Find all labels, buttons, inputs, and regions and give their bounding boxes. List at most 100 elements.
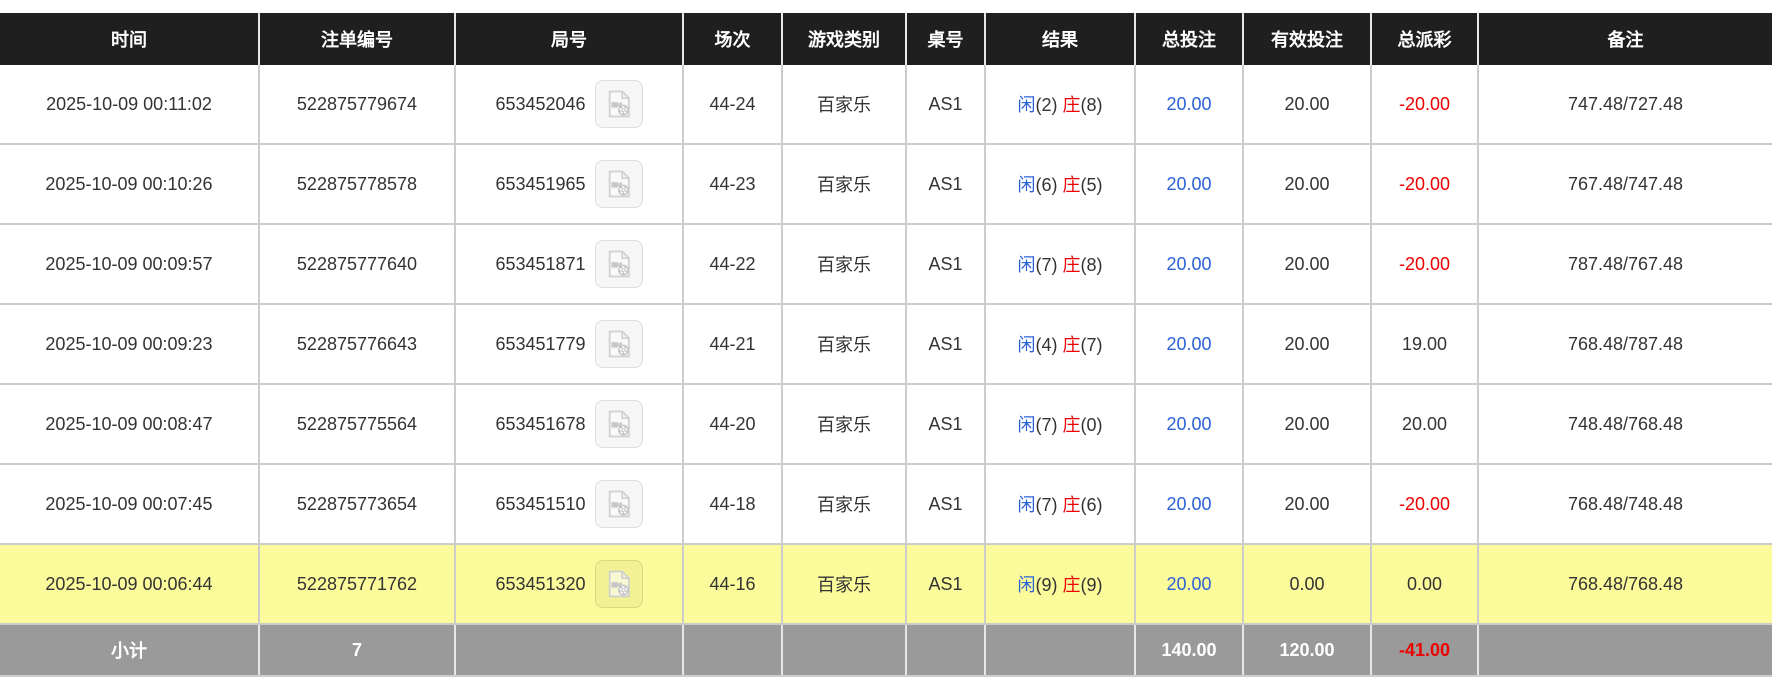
result-banker-label: 庄 xyxy=(1062,415,1081,435)
cell-result: 闲(9) 庄(9) xyxy=(985,543,1136,624)
result-banker-score: (5) xyxy=(1080,175,1103,195)
cell-total-bet[interactable]: 20.00 xyxy=(1135,143,1244,224)
subtotal-payout: -41.00 xyxy=(1371,623,1479,677)
cell-valid-bet: 20.00 xyxy=(1243,383,1372,464)
cell-bet-id: 522875777640 xyxy=(259,223,456,304)
result-player-label: 闲 xyxy=(1017,415,1036,435)
cell-time: 2025-10-09 00:06:44 xyxy=(0,543,260,624)
result-player-label: 闲 xyxy=(1017,575,1036,595)
result-banker-score: (6) xyxy=(1080,495,1103,515)
video-replay-button[interactable] xyxy=(594,400,643,448)
result-player-label: 闲 xyxy=(1017,255,1036,275)
round-number: 653451779 xyxy=(495,333,586,354)
cell-time: 2025-10-09 00:08:47 xyxy=(0,383,260,464)
cell-remark: 748.48/768.48 xyxy=(1478,383,1772,464)
column-header-time: 时间 xyxy=(0,13,260,65)
video-file-icon xyxy=(608,250,630,278)
result-banker-label: 庄 xyxy=(1062,335,1081,355)
column-header-payout: 总派彩 xyxy=(1371,13,1479,65)
cell-total-bet[interactable]: 20.00 xyxy=(1135,303,1244,384)
round-number: 653451965 xyxy=(495,173,586,194)
result-banker-label: 庄 xyxy=(1062,575,1081,595)
cell-total-bet[interactable]: 20.00 xyxy=(1135,383,1244,464)
subtotal-empty-session xyxy=(683,623,783,677)
cell-time: 2025-10-09 00:07:45 xyxy=(0,463,260,544)
cell-payout: -20.00 xyxy=(1371,65,1479,144)
cell-remark: 768.48/787.48 xyxy=(1478,303,1772,384)
video-replay-button[interactable] xyxy=(594,240,643,288)
cell-payout: -20.00 xyxy=(1371,463,1479,544)
subtotal-valid-bet: 120.00 xyxy=(1243,623,1372,677)
video-file-icon xyxy=(608,410,630,438)
cell-total-bet[interactable]: 20.00 xyxy=(1135,543,1244,624)
round-number: 653451678 xyxy=(495,413,586,434)
cell-round-no: 653451779 xyxy=(455,303,684,384)
video-file-icon xyxy=(608,330,630,358)
subtotal-empty-remark xyxy=(1478,623,1772,677)
result-player-label: 闲 xyxy=(1017,495,1036,515)
column-header-table-no: 桌号 xyxy=(906,13,986,65)
cell-session: 44-21 xyxy=(683,303,783,384)
table-row: 2025-10-09 00:07:45 522875773654 6534515… xyxy=(0,463,1772,544)
cell-table-no: AS1 xyxy=(906,303,986,384)
cell-table-no: AS1 xyxy=(906,383,986,464)
subtotal-total-bet: 140.00 xyxy=(1135,623,1244,677)
result-player-score: (2) xyxy=(1035,95,1063,115)
table-row: 2025-10-09 00:10:26 522875778578 6534519… xyxy=(0,143,1772,224)
result-banker-label: 庄 xyxy=(1062,495,1081,515)
table-row: 2025-10-09 00:08:47 522875775564 6534516… xyxy=(0,383,1772,464)
cell-payout: -20.00 xyxy=(1371,143,1479,224)
cell-table-no: AS1 xyxy=(906,223,986,304)
cell-result: 闲(4) 庄(7) xyxy=(985,303,1136,384)
video-replay-button[interactable] xyxy=(594,80,643,128)
cell-game-type: 百家乐 xyxy=(782,223,907,304)
result-banker-score: (8) xyxy=(1080,95,1103,115)
result-player-score: (7) xyxy=(1035,495,1063,515)
video-replay-button[interactable] xyxy=(594,560,643,608)
cell-session: 44-16 xyxy=(683,543,783,624)
cell-remark: 768.48/748.48 xyxy=(1478,463,1772,544)
cell-payout: -20.00 xyxy=(1371,223,1479,304)
cell-session: 44-22 xyxy=(683,223,783,304)
cell-total-bet[interactable]: 20.00 xyxy=(1135,463,1244,544)
result-player-score: (9) xyxy=(1035,575,1063,595)
subtotal-row: 小计 7 140.00 120.00 -41.00 xyxy=(0,623,1772,677)
table-header: 时间 注单编号 局号 场次 游戏类别 桌号 结果 总投注 有效投注 总派彩 备注 xyxy=(0,13,1772,65)
result-player-score: (4) xyxy=(1035,335,1063,355)
cell-time: 2025-10-09 00:09:57 xyxy=(0,223,260,304)
cell-valid-bet: 20.00 xyxy=(1243,463,1372,544)
result-player-label: 闲 xyxy=(1017,95,1036,115)
cell-round-no: 653451965 xyxy=(455,143,684,224)
cell-total-bet[interactable]: 20.00 xyxy=(1135,223,1244,304)
video-file-icon xyxy=(608,90,630,118)
video-file-icon xyxy=(608,170,630,198)
cell-result: 闲(7) 庄(0) xyxy=(985,383,1136,464)
column-header-total-bet: 总投注 xyxy=(1135,13,1244,65)
cell-session: 44-23 xyxy=(683,143,783,224)
cell-bet-id: 522875773654 xyxy=(259,463,456,544)
cell-result: 闲(7) 庄(6) xyxy=(985,463,1136,544)
cell-bet-id: 522875776643 xyxy=(259,303,456,384)
cell-game-type: 百家乐 xyxy=(782,303,907,384)
column-header-round-no: 局号 xyxy=(455,13,684,65)
cell-payout: 20.00 xyxy=(1371,383,1479,464)
cell-valid-bet: 20.00 xyxy=(1243,223,1372,304)
video-replay-button[interactable] xyxy=(594,320,643,368)
column-header-remark: 备注 xyxy=(1478,13,1772,65)
column-header-valid-bet: 有效投注 xyxy=(1243,13,1372,65)
cell-valid-bet: 20.00 xyxy=(1243,143,1372,224)
cell-time: 2025-10-09 00:09:23 xyxy=(0,303,260,384)
column-header-result: 结果 xyxy=(985,13,1136,65)
video-replay-button[interactable] xyxy=(594,160,643,208)
video-replay-button[interactable] xyxy=(594,480,643,528)
cell-time: 2025-10-09 00:11:02 xyxy=(0,65,260,144)
cell-session: 44-18 xyxy=(683,463,783,544)
cell-time: 2025-10-09 00:10:26 xyxy=(0,143,260,224)
cell-total-bet[interactable]: 20.00 xyxy=(1135,65,1244,144)
cell-valid-bet: 20.00 xyxy=(1243,65,1372,144)
cell-remark: 768.48/768.48 xyxy=(1478,543,1772,624)
cell-valid-bet: 20.00 xyxy=(1243,303,1372,384)
cell-game-type: 百家乐 xyxy=(782,383,907,464)
result-banker-score: (9) xyxy=(1080,575,1103,595)
